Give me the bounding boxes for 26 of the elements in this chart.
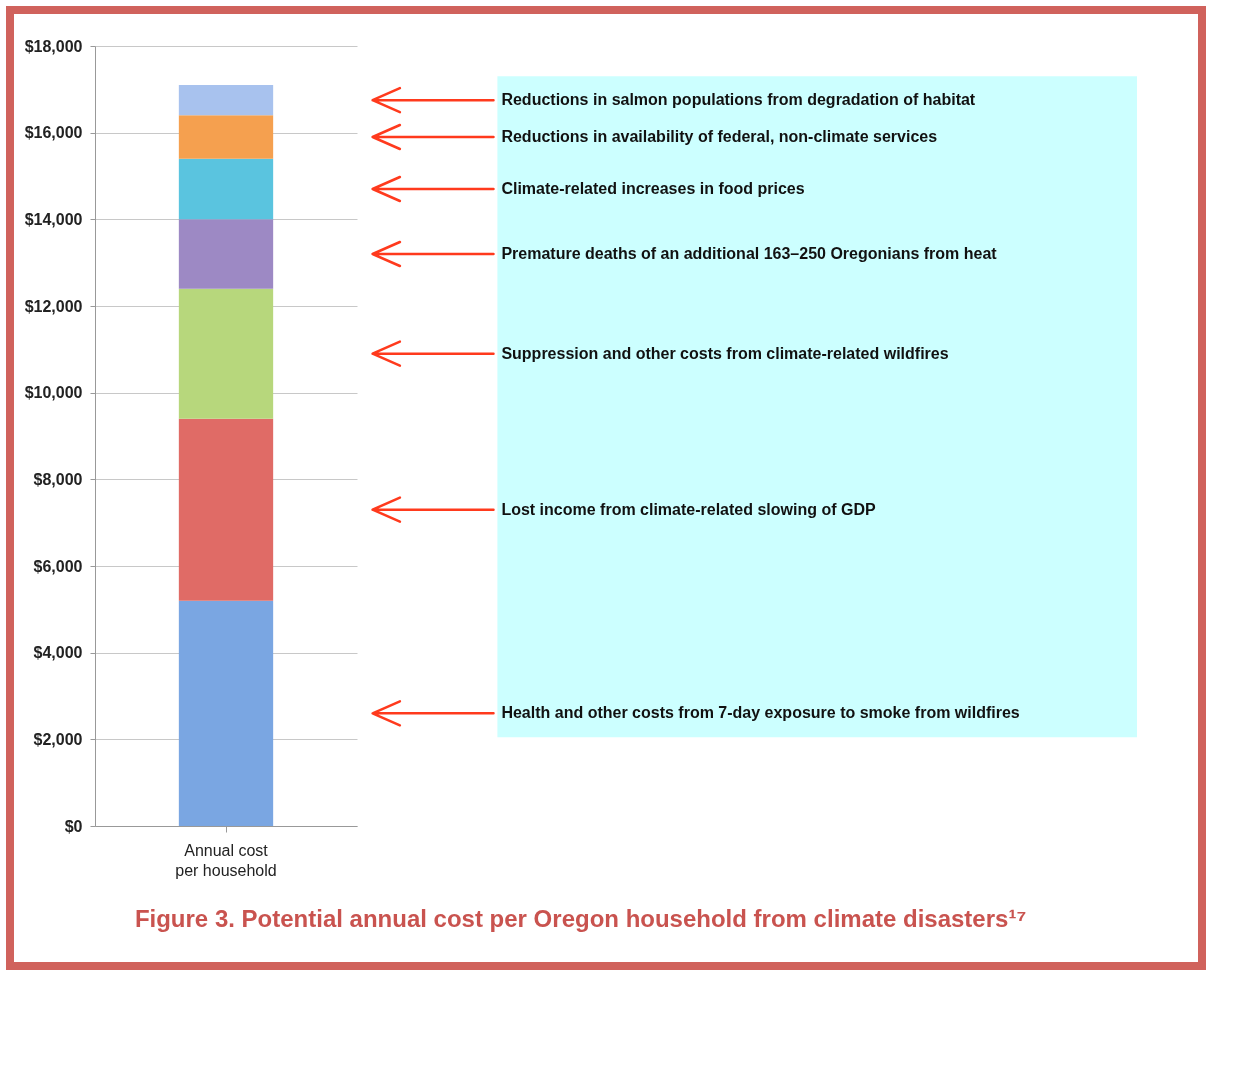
bar [178, 115, 274, 159]
text: Climate-related increases in food prices [501, 180, 805, 197]
y-tick-label: $8,000 [33, 470, 83, 488]
text: Reductions in availability of federal, non-climate services [501, 128, 938, 145]
bar [178, 418, 274, 601]
y-tick-label: $10,000 [24, 384, 83, 402]
y-tick-label: $12,000 [24, 297, 83, 315]
x-tick-label: Annual cost per household [175, 841, 277, 879]
text: Lost income from climate-related slowing of GDP [501, 500, 877, 518]
bar [178, 600, 274, 826]
bar [178, 158, 274, 220]
y-tick-label: $18,000 [24, 37, 83, 55]
text: Premature deaths of an additional 163–250 Oregonians from heat [501, 245, 998, 262]
y-tick-label: $14,000 [24, 210, 83, 228]
text: Figure 3. Potential annual cost per Oregon household from climate disasters¹⁷ [134, 905, 1027, 932]
bar [178, 288, 274, 419]
y-tick-label: $0 [64, 817, 83, 835]
y-tick-label: $4,000 [33, 644, 83, 662]
y-tick-label: $16,000 [24, 124, 83, 142]
text: Health and other costs from 7-day exposure to smoke from wildfires [501, 704, 1020, 722]
bar [178, 85, 274, 116]
text: Suppression and other costs from climate-related wildfires [501, 344, 949, 362]
bar [178, 219, 274, 289]
y-tick-label: $2,000 [33, 730, 83, 748]
y-tick-label: $6,000 [33, 557, 83, 575]
text: Reductions in salmon populations from degradation of habitat [501, 91, 976, 109]
